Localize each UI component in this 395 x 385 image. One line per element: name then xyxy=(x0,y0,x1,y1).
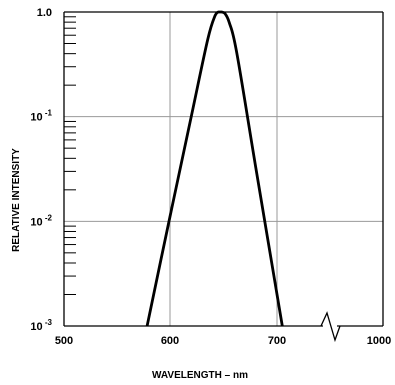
plot-frame xyxy=(63,11,384,327)
x-tick-label: 1000 xyxy=(367,335,391,347)
y-tick-label: 10 -3 xyxy=(30,318,52,333)
break-zigzag xyxy=(320,311,341,343)
y-tick-label: 10 -1 xyxy=(30,109,52,124)
y-tick-labels: 1.0 10 -1 10 -2 10 -3 xyxy=(30,7,52,333)
x-tick-labels: 500 600 700 1000 xyxy=(55,335,391,347)
y-tick-label: 10 -2 xyxy=(30,213,52,228)
grid-lines xyxy=(64,12,383,326)
x-tick-label: 700 xyxy=(268,335,286,347)
axis-break-mark xyxy=(320,311,341,343)
x-axis-title: WAVELENGTH – nm xyxy=(152,370,248,381)
x-tick-label: 600 xyxy=(161,335,179,347)
x-tick-label: 500 xyxy=(55,335,73,347)
minor-ticks xyxy=(64,16,76,295)
y-axis-title: RELATIVE INTENSITY xyxy=(11,148,22,252)
series-layer xyxy=(145,10,284,327)
series-line-0 xyxy=(145,10,284,327)
y-tick-label: 1.0 xyxy=(37,7,52,19)
